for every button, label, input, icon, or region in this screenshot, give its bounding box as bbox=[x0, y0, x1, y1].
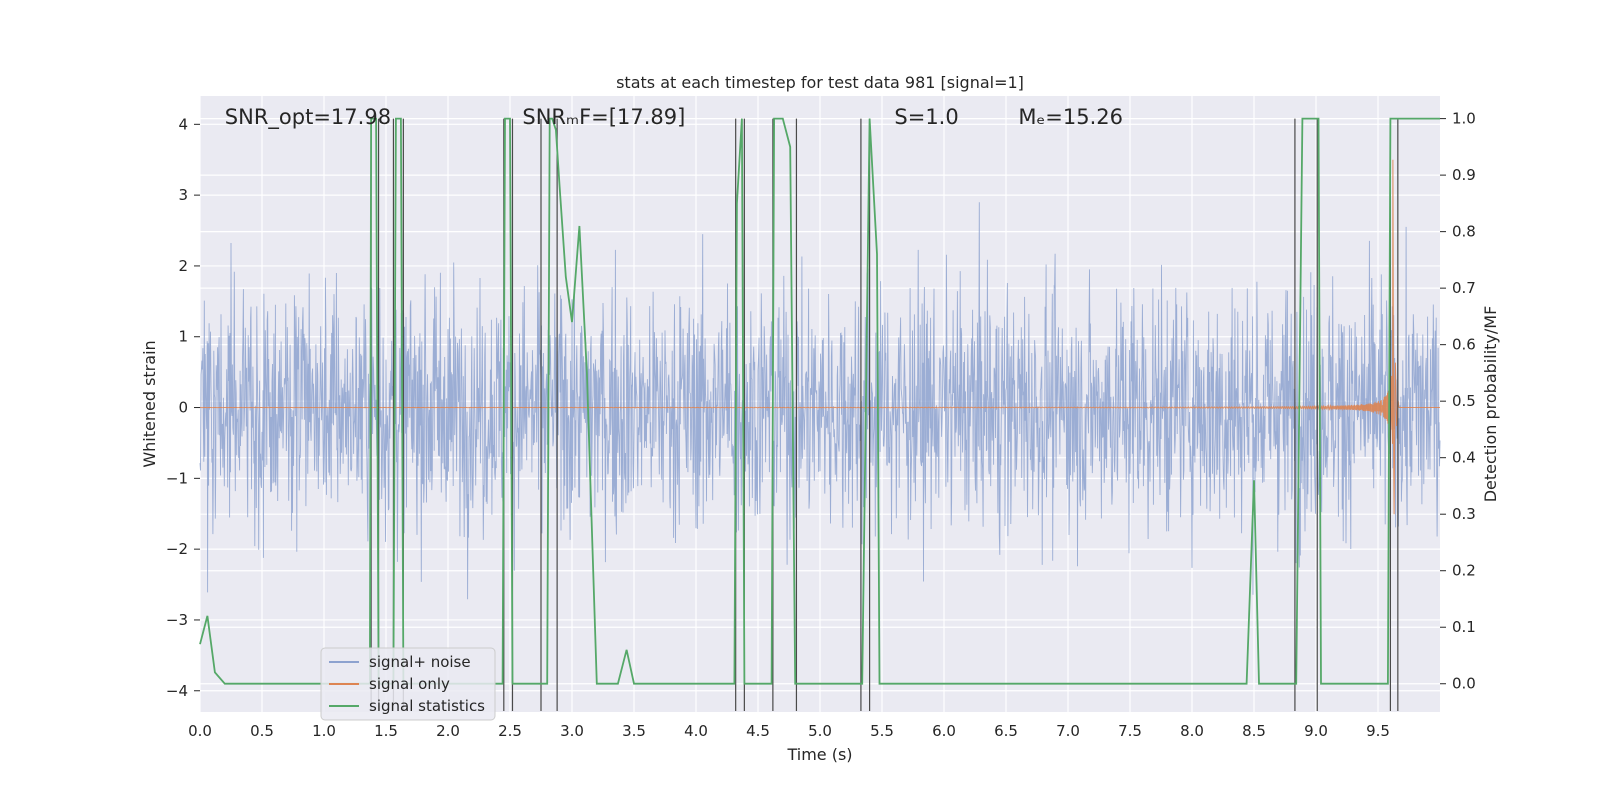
y-axis-ticks: 4 3 2 1 0 −1 −2 −3 −4 bbox=[166, 115, 200, 700]
y2-tick-label: 1.0 bbox=[1452, 110, 1476, 128]
y2-tick-label: 0.2 bbox=[1452, 562, 1476, 580]
legend-label-signal-noise: signal+ noise bbox=[369, 653, 471, 671]
x-axis-ticks: 0.0 0.5 1.0 1.5 2.0 2.5 3.0 3.5 4.0 4.5 5.0 5.5 6.0 6… bbox=[188, 722, 1390, 740]
annotation-mc-value: Mₑ=15.26 bbox=[1018, 105, 1123, 129]
y-tick-label: 3 bbox=[178, 186, 188, 204]
y-tick-label: −2 bbox=[166, 540, 188, 558]
x-tick-label: 4.0 bbox=[684, 722, 708, 740]
x-tick-label: 9.5 bbox=[1366, 722, 1390, 740]
x-tick-label: 3.0 bbox=[560, 722, 584, 740]
y2-tick-label: 0.9 bbox=[1452, 166, 1476, 184]
y-tick-label: −1 bbox=[166, 469, 188, 487]
annotation-snr-mf: SNRₘF=[17.89] bbox=[522, 105, 685, 129]
x-tick-label: 0.0 bbox=[188, 722, 212, 740]
y2-axis-ticks: 1.0 0.9 0.8 0.7 0.6 0.5 0.4 0.3 0.2 0.1 0.0 bbox=[1440, 110, 1476, 693]
x-tick-label: 5.0 bbox=[808, 722, 832, 740]
y-tick-label: 0 bbox=[178, 399, 188, 417]
x-tick-label: 4.5 bbox=[746, 722, 770, 740]
annotations: SNR_opt=17.98 SNRₘF=[17.89] S=1.0 Mₑ=15.26 bbox=[225, 105, 1123, 130]
x-tick-label: 7.5 bbox=[1118, 722, 1142, 740]
y2-axis-label: Detection probability/MF bbox=[1481, 306, 1500, 503]
series-signal-only bbox=[200, 159, 1440, 515]
x-tick-label: 5.5 bbox=[870, 722, 894, 740]
noise-trace bbox=[199, 202, 1441, 600]
series-signal-noise bbox=[199, 202, 1441, 600]
y2-tick-label: 0.1 bbox=[1452, 618, 1476, 636]
y2-tick-label: 0.7 bbox=[1452, 279, 1476, 297]
legend: signal+ noise signal only signal statist… bbox=[320, 647, 496, 721]
legend-box bbox=[320, 647, 496, 721]
annotation-snr-opt: SNR_opt=17.98 bbox=[225, 105, 391, 130]
y2-tick-label: 0.5 bbox=[1452, 392, 1476, 410]
legend-label-signal-statistics: signal statistics bbox=[369, 697, 485, 715]
y-tick-label: 1 bbox=[178, 328, 188, 346]
y-tick-label: −4 bbox=[166, 682, 188, 700]
x-tick-label: 6.0 bbox=[932, 722, 956, 740]
x-tick-label: 8.5 bbox=[1242, 722, 1266, 740]
y-axis-label: Whitened strain bbox=[140, 340, 159, 467]
x-tick-label: 6.5 bbox=[994, 722, 1018, 740]
x-tick-label: 7.0 bbox=[1056, 722, 1080, 740]
annotation-s-value: S=1.0 bbox=[894, 105, 958, 129]
y-tick-label: 2 bbox=[178, 257, 188, 275]
x-tick-label: 1.5 bbox=[374, 722, 398, 740]
y2-tick-label: 0.0 bbox=[1452, 675, 1476, 693]
y2-tick-label: 0.3 bbox=[1452, 505, 1476, 523]
x-tick-label: 2.5 bbox=[498, 722, 522, 740]
chirp-trace bbox=[200, 159, 1440, 515]
y2-tick-label: 0.4 bbox=[1452, 449, 1476, 467]
y2-tick-label: 0.8 bbox=[1452, 223, 1476, 241]
y-tick-label: 4 bbox=[178, 115, 188, 133]
legend-label-signal-only: signal only bbox=[369, 675, 450, 693]
x-tick-label: 1.0 bbox=[312, 722, 336, 740]
x-tick-label: 2.0 bbox=[436, 722, 460, 740]
x-tick-label: 8.0 bbox=[1180, 722, 1204, 740]
x-tick-label: 3.5 bbox=[622, 722, 646, 740]
x-tick-label: 9.0 bbox=[1304, 722, 1328, 740]
x-axis-label: Time (s) bbox=[786, 745, 852, 764]
y-tick-label: −3 bbox=[166, 611, 188, 629]
chart-title: stats at each timestep for test data 981… bbox=[616, 73, 1024, 92]
y2-tick-label: 0.6 bbox=[1452, 336, 1476, 354]
x-tick-label: 0.5 bbox=[250, 722, 274, 740]
